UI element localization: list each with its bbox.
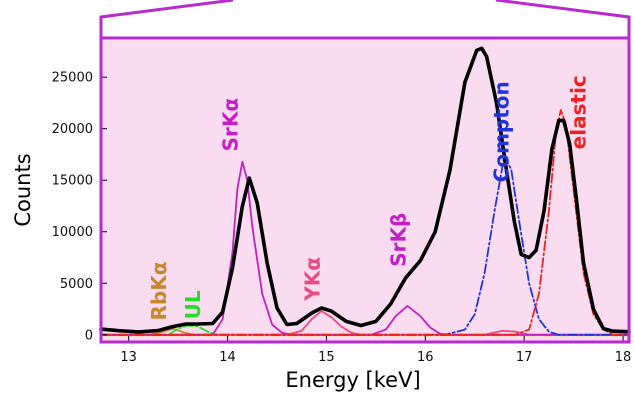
x-tick-label: 15 xyxy=(318,350,335,365)
y-axis-ticks: 0 5000 10000 15000 20000 25000 xyxy=(52,71,107,343)
peak-label: UL xyxy=(181,290,205,319)
peak-label: YKα xyxy=(300,257,324,302)
peak-label: elastic xyxy=(566,75,590,149)
plot-area xyxy=(101,38,629,342)
x-axis-ticks: 13 14 15 16 17 18 xyxy=(120,336,631,365)
series-line-yka xyxy=(100,310,630,336)
series-line-sum xyxy=(99,46,631,334)
peak-label: RbKα xyxy=(147,261,171,320)
y-tick-label: 25000 xyxy=(52,71,93,86)
peak-labels: RbKα UL SrKα YKα SrKβ Compton elastic xyxy=(147,75,590,320)
zoom-bracket xyxy=(99,0,234,38)
y-tick-label: 15000 xyxy=(52,174,93,189)
plot-frame xyxy=(99,36,631,344)
x-tick-label: 16 xyxy=(417,350,434,365)
series-line-srka xyxy=(100,160,630,336)
y-axis-title: Counts xyxy=(11,153,35,226)
x-axis-title: Energy [keV] xyxy=(285,368,420,392)
y-tick-label: 10000 xyxy=(52,225,93,240)
series-layer xyxy=(99,46,631,337)
y-tick-label: 20000 xyxy=(52,122,93,137)
peak-label: SrKβ xyxy=(386,213,410,267)
x-tick-label: 13 xyxy=(120,350,137,365)
x-tick-label: 14 xyxy=(219,350,236,365)
x-tick-label: 18 xyxy=(615,350,632,365)
y-tick-label: 5000 xyxy=(60,277,93,292)
x-tick-label: 17 xyxy=(516,350,533,365)
peak-label: SrKα xyxy=(218,98,242,152)
series-line-compton xyxy=(100,154,630,336)
y-tick-label: 0 xyxy=(85,328,93,343)
peak-label: Compton xyxy=(489,81,513,182)
zoom-bracket-right xyxy=(495,0,631,38)
